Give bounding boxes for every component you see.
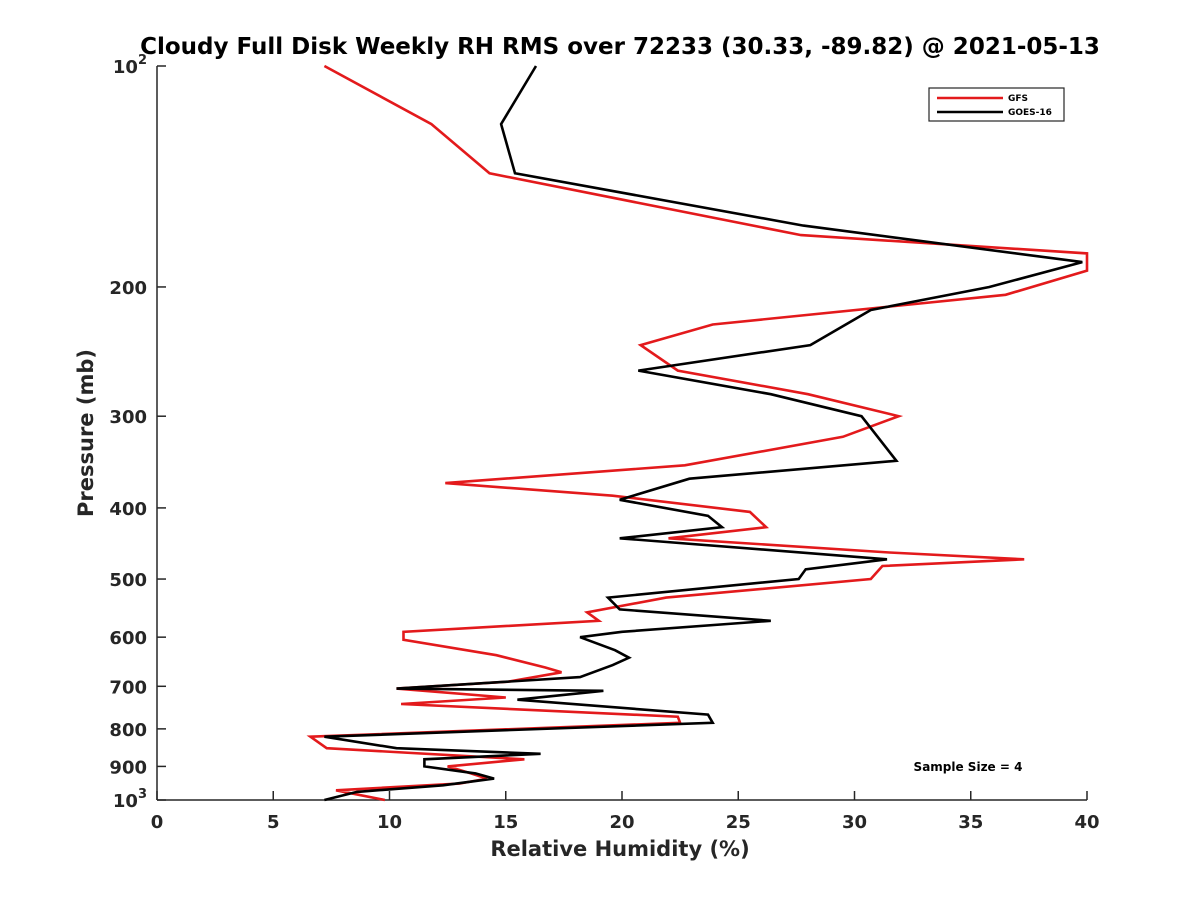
x-axis-label: Relative Humidity (%) [490,837,749,861]
y-tick-label: 900 [109,757,147,778]
x-tick-label: 30 [842,812,867,833]
y-tick-label: 102 [113,53,147,78]
x-tick-label: 20 [609,812,634,833]
series-layer [306,64,1089,802]
axes-layer: 0 5 10 15 20 25 30 35 40 102 200 300 400 500 600 700 800… [109,53,1099,833]
legend-box [928,87,1065,122]
x-tick-label: 40 [1074,812,1099,833]
legend: GFS GOES-16 [928,87,1065,122]
y-tick-label: 103 [113,787,147,812]
y-tick-label: 500 [109,570,147,591]
x-tick-label: 25 [726,812,751,833]
series-line-goes-16 [324,65,1083,802]
y-tick-label: 600 [109,628,147,649]
chart-title: Cloudy Full Disk Weekly RH RMS over 7223… [140,34,1100,60]
x-tick-label: 0 [151,812,164,833]
y-tick-label: 300 [109,407,147,428]
x-tick-label: 5 [267,812,280,833]
y-tick-label: 800 [109,720,147,741]
x-tick-label: 35 [958,812,983,833]
series-line-gfs [306,64,1089,802]
y-axis-label: Pressure (mb) [74,349,98,517]
sample-size-annotation: Sample Size = 4 [914,760,1023,774]
legend-label: GFS [1008,94,1028,104]
y-tick-label: 200 [109,278,147,299]
y-tick-label: 700 [109,677,147,698]
y-tick-label: 400 [109,499,147,520]
x-tick-label: 15 [493,812,518,833]
legend-label: GOES-16 [1008,108,1052,118]
x-tick-label: 10 [377,812,402,833]
